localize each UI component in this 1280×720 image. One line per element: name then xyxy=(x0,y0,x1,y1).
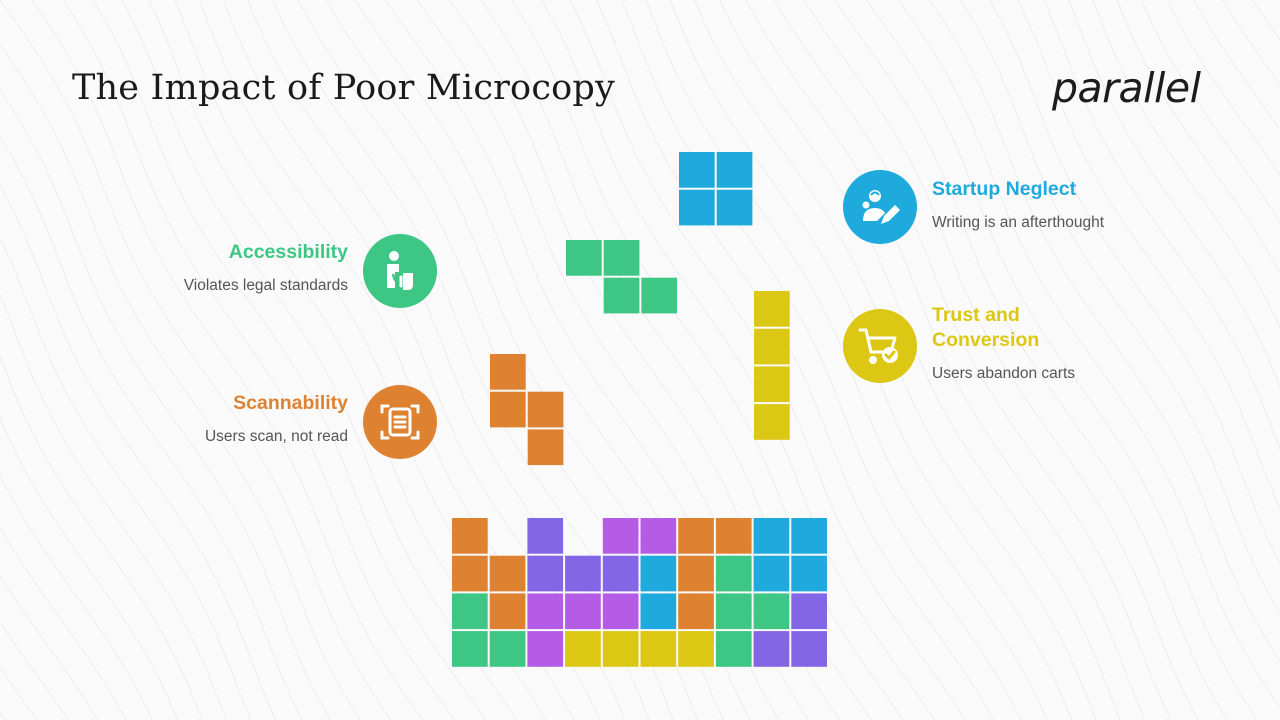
i-piece-block xyxy=(754,291,790,327)
trust-conversion-title: Trust and Conversion xyxy=(932,304,1040,351)
s-piece-block xyxy=(527,391,564,428)
user-edit-icon xyxy=(843,170,917,244)
stack-block xyxy=(602,518,639,554)
stack-block xyxy=(640,593,677,630)
stack-block xyxy=(753,518,790,554)
stack-block xyxy=(640,631,677,667)
z-piece-block xyxy=(603,277,640,314)
stack-block xyxy=(452,593,488,630)
z-piece-block xyxy=(641,277,678,314)
accessibility-caption: Accessibility Violates legal standards xyxy=(88,240,348,295)
startup-neglect-desc: Writing is an afterthought xyxy=(932,214,1105,231)
scannability-title: Scannability xyxy=(233,392,348,414)
stack-block xyxy=(753,555,790,592)
stack-block xyxy=(791,518,827,554)
stack-block xyxy=(715,593,752,630)
stack-block xyxy=(678,593,714,630)
stack-block xyxy=(791,555,827,592)
stack-block xyxy=(602,631,639,667)
stack-block xyxy=(791,593,827,630)
stack-block xyxy=(640,555,677,592)
s-piece-block xyxy=(490,354,526,390)
square-piece-block xyxy=(679,152,715,188)
stack-block xyxy=(527,593,564,630)
z-piece-block xyxy=(566,240,602,276)
stack-block xyxy=(527,555,564,592)
assistance-icon xyxy=(363,234,437,308)
scannability-caption: Scannability Users scan, not read xyxy=(88,391,348,446)
page-title: The Impact of Poor Microcopy xyxy=(72,68,615,108)
stack-block xyxy=(640,518,677,554)
startup-neglect-caption: Startup Neglect Writing is an afterthoug… xyxy=(932,177,1192,232)
i-piece-block xyxy=(754,328,790,365)
stack-block xyxy=(452,631,488,667)
stack-block xyxy=(565,593,601,630)
stack-block xyxy=(715,555,752,592)
stack-block xyxy=(602,593,639,630)
stack-block xyxy=(678,555,714,592)
accessibility-desc: Violates legal standards xyxy=(183,277,348,294)
startup-neglect-title: Startup Neglect xyxy=(932,178,1077,200)
s-piece-block xyxy=(527,429,564,466)
trust-conversion-desc: Users abandon carts xyxy=(932,365,1076,382)
i-piece-block xyxy=(754,404,790,440)
square-piece-block xyxy=(716,152,753,188)
stack-block xyxy=(452,555,488,592)
stack-block xyxy=(489,593,526,630)
stack-block xyxy=(715,518,752,554)
stack-block xyxy=(791,631,827,667)
stack-block xyxy=(527,518,564,554)
parallel-logo: parallel xyxy=(1052,64,1201,112)
trust-conversion-caption: Trust and Conversion Users abandon carts xyxy=(932,303,1192,383)
stack-block xyxy=(753,631,790,667)
accessibility-title: Accessibility xyxy=(228,241,348,263)
stack-block xyxy=(565,631,601,667)
stack-block xyxy=(678,518,714,554)
square-piece-block xyxy=(716,189,753,226)
stack-block xyxy=(452,518,488,554)
stack-block xyxy=(715,631,752,667)
document-scan-icon xyxy=(363,385,437,459)
stack-block xyxy=(753,593,790,630)
scannability-desc: Users scan, not read xyxy=(204,428,348,445)
stack-block xyxy=(565,555,601,592)
i-piece-block xyxy=(754,366,790,403)
stack-block xyxy=(489,555,526,592)
z-piece-block xyxy=(603,240,640,276)
cart-check-icon xyxy=(843,309,917,383)
s-piece-block xyxy=(490,391,526,428)
stack-block xyxy=(527,631,564,667)
square-piece-block xyxy=(679,189,715,226)
stack-block xyxy=(602,555,639,592)
stack-block xyxy=(489,631,526,667)
stack-block xyxy=(678,631,714,667)
